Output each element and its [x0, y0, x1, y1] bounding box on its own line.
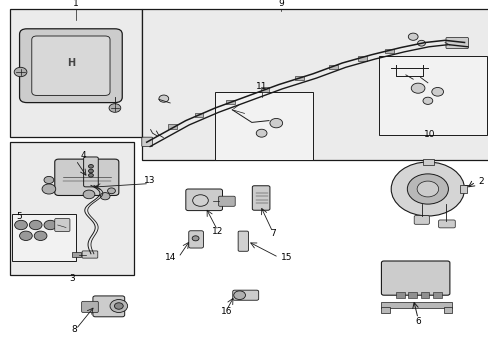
Text: 7: 7 — [269, 229, 275, 238]
Circle shape — [83, 190, 95, 199]
Text: 4: 4 — [81, 151, 86, 160]
Circle shape — [44, 220, 57, 230]
Bar — [215, 92, 312, 160]
Text: 10: 10 — [423, 130, 434, 139]
Bar — [385, 49, 393, 53]
Circle shape — [15, 220, 27, 230]
Bar — [72, 252, 81, 257]
Bar — [381, 302, 451, 308]
Text: 13: 13 — [144, 176, 156, 185]
Text: 6: 6 — [414, 317, 420, 326]
Bar — [395, 292, 404, 298]
Circle shape — [407, 33, 417, 40]
Bar — [10, 142, 134, 275]
FancyBboxPatch shape — [413, 216, 428, 224]
FancyBboxPatch shape — [381, 261, 449, 295]
Bar — [167, 124, 176, 129]
Circle shape — [34, 231, 47, 240]
Circle shape — [407, 174, 447, 204]
Circle shape — [110, 300, 127, 312]
Bar — [443, 307, 451, 313]
Bar — [378, 56, 486, 135]
Bar — [459, 185, 466, 193]
Circle shape — [422, 97, 432, 104]
Text: 1: 1 — [73, 0, 79, 8]
Circle shape — [14, 67, 27, 77]
FancyBboxPatch shape — [218, 196, 235, 206]
Bar — [10, 9, 142, 137]
Bar — [328, 65, 337, 69]
Circle shape — [431, 87, 443, 96]
FancyBboxPatch shape — [20, 29, 122, 103]
Bar — [422, 159, 433, 165]
FancyBboxPatch shape — [188, 231, 203, 248]
FancyBboxPatch shape — [93, 296, 124, 317]
Circle shape — [42, 184, 56, 194]
Circle shape — [159, 95, 168, 102]
Circle shape — [256, 129, 266, 137]
FancyBboxPatch shape — [82, 251, 98, 258]
Bar — [260, 87, 269, 92]
Text: 9: 9 — [278, 0, 284, 8]
Circle shape — [107, 188, 115, 194]
Circle shape — [20, 231, 32, 240]
Text: 5: 5 — [16, 212, 22, 221]
Circle shape — [109, 104, 121, 112]
Bar — [358, 56, 366, 61]
Circle shape — [192, 195, 208, 206]
Bar — [226, 100, 235, 104]
Text: 14: 14 — [164, 253, 176, 262]
FancyBboxPatch shape — [185, 189, 222, 211]
Circle shape — [269, 118, 282, 128]
FancyBboxPatch shape — [238, 231, 248, 251]
Bar — [194, 113, 203, 117]
Bar — [294, 76, 303, 80]
Circle shape — [390, 162, 464, 216]
Circle shape — [233, 291, 245, 300]
Circle shape — [416, 181, 438, 197]
FancyBboxPatch shape — [32, 36, 110, 95]
Text: 8: 8 — [71, 325, 77, 334]
Text: 16: 16 — [221, 307, 232, 316]
Circle shape — [114, 303, 123, 309]
FancyBboxPatch shape — [83, 157, 98, 187]
Circle shape — [88, 165, 93, 168]
Text: 11: 11 — [255, 82, 267, 91]
Circle shape — [88, 174, 93, 177]
FancyBboxPatch shape — [232, 290, 258, 300]
FancyBboxPatch shape — [252, 186, 269, 210]
Circle shape — [417, 40, 425, 46]
Text: H: H — [67, 58, 75, 68]
Bar — [432, 292, 441, 298]
Circle shape — [88, 169, 93, 173]
Circle shape — [44, 176, 54, 184]
Circle shape — [192, 236, 199, 241]
Circle shape — [100, 193, 110, 200]
Text: 3: 3 — [69, 274, 75, 283]
FancyBboxPatch shape — [438, 220, 454, 228]
FancyBboxPatch shape — [142, 137, 152, 147]
Bar — [420, 292, 428, 298]
Text: 15: 15 — [281, 253, 292, 262]
Text: 2: 2 — [477, 177, 483, 186]
FancyBboxPatch shape — [81, 301, 98, 312]
Circle shape — [29, 220, 42, 230]
Bar — [381, 307, 389, 313]
Text: 12: 12 — [211, 227, 223, 236]
Circle shape — [410, 83, 424, 93]
FancyBboxPatch shape — [445, 37, 468, 49]
Bar — [407, 292, 416, 298]
FancyBboxPatch shape — [55, 219, 70, 231]
Bar — [12, 214, 76, 261]
FancyBboxPatch shape — [55, 159, 119, 195]
Bar — [142, 9, 488, 160]
